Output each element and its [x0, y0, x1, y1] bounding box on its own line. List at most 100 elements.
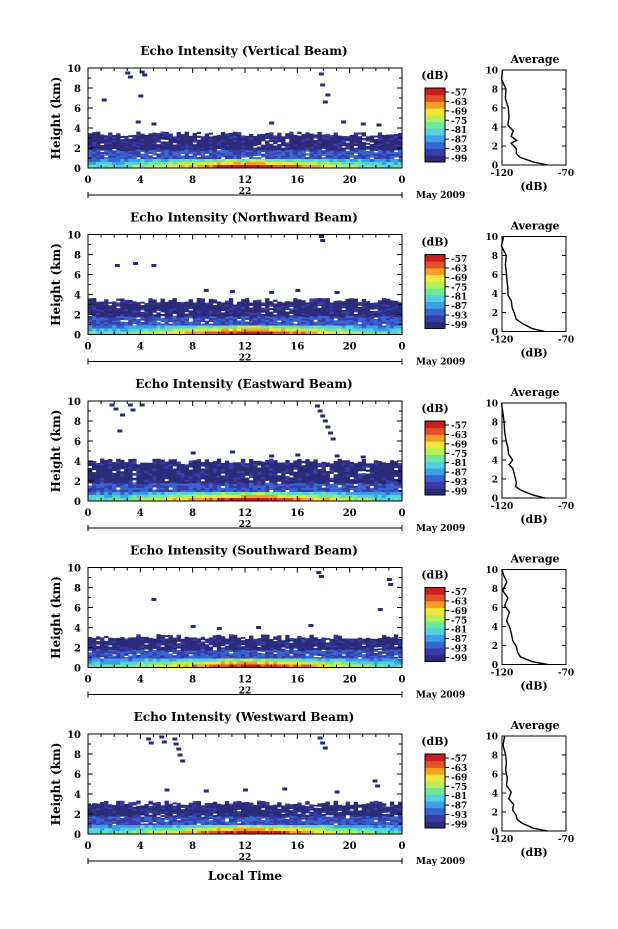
heatmap-cell: [293, 480, 298, 484]
heatmap-cell: [261, 463, 266, 467]
heatmap-cell: [337, 142, 342, 145]
heatmap-cell: [188, 137, 193, 140]
heatmap-cell: [144, 157, 149, 160]
heatmap-cell: [148, 651, 153, 653]
heatmap-cell: [200, 470, 206, 474]
heatmap-cell: [269, 463, 274, 467]
heatmap-cell: [245, 479, 250, 483]
heatmap-cell: [320, 83, 326, 87]
heatmap-cell: [108, 642, 113, 644]
heatmap-cell: [357, 325, 363, 329]
heatmap-cell: [236, 147, 242, 150]
heatmap-cell: [385, 317, 391, 321]
heatmap-cell: [277, 492, 282, 496]
heatmap-cell: [132, 656, 137, 659]
heatmap-cell: [196, 648, 202, 651]
heatmap-cell: [92, 643, 97, 646]
heatmap-cell: [176, 658, 181, 662]
heatmap-cell: [148, 664, 153, 668]
heatmap-cell: [357, 478, 363, 481]
heatmap-cell: [176, 465, 181, 469]
heatmap-cell: [220, 313, 226, 316]
heatmap-cell: [116, 651, 121, 653]
heatmap-cell: [365, 147, 371, 150]
heatmap-cell: [357, 140, 363, 143]
heatmap-cell: [196, 475, 202, 479]
heatmap-cell: [228, 489, 234, 493]
heatmap-cell: [393, 307, 399, 310]
heatmap-cell: [112, 655, 117, 658]
heatmap-cell: [349, 315, 354, 319]
heatmap-cell: [397, 146, 403, 149]
heatmap-cell: [196, 459, 202, 462]
heatmap-cell: [369, 492, 375, 496]
colorbar-swatch: [425, 94, 445, 102]
heatmap-cell: [341, 489, 346, 493]
heatmap-cell: [357, 320, 363, 323]
heatmap-cell: [116, 655, 121, 658]
heatmap-cell: [172, 162, 177, 166]
heatmap-cell: [369, 145, 375, 148]
heatmap-cell: [361, 138, 367, 141]
heatmap-cell: [120, 661, 125, 665]
heatmap-cell: [345, 325, 350, 329]
heatmap-cell: [305, 138, 310, 141]
heatmap-cell: [329, 323, 334, 326]
heatmap-cell: [317, 137, 322, 140]
heatmap-cell: [108, 305, 113, 308]
heatmap-cell: [385, 302, 391, 305]
heatmap-cell: [301, 142, 306, 145]
colorbar-swatch: [425, 308, 445, 316]
heatmap-cell: [156, 664, 161, 668]
heatmap-cell: [212, 137, 218, 140]
heatmap-cell: [385, 312, 391, 315]
heatmap-cell: [228, 464, 234, 468]
heatmap-cell: [325, 140, 330, 144]
heatmap-cell: [188, 492, 193, 496]
heatmap-cell: [277, 325, 282, 329]
heatmap-cell: [297, 461, 302, 465]
heatmap-cell: [269, 468, 274, 471]
heatmap-cell: [228, 153, 234, 156]
heatmap-cell: [124, 305, 129, 308]
heatmap-cell: [192, 650, 197, 653]
heatmap-cell: [321, 313, 326, 317]
heatmap-cell: [228, 477, 234, 480]
heatmap-cell: [236, 637, 242, 640]
heatmap-cell: [309, 317, 314, 320]
heatmap-cell: [212, 312, 218, 315]
heatmap-cell: [389, 464, 395, 468]
average-frame: [501, 236, 567, 332]
heatmap-cell: [192, 134, 197, 138]
heatmap-cell: [309, 492, 314, 496]
heatmap-cell: [192, 140, 197, 143]
heatmap-cell: [240, 640, 246, 642]
heatmap-cell: [124, 307, 129, 310]
heatmap-cell: [208, 658, 214, 662]
heatmap-cell: [200, 664, 206, 668]
heatmap-cell: [124, 139, 129, 142]
heatmap-cell: [360, 455, 366, 459]
heatmap-cell: [393, 141, 399, 144]
heatmap-cell: [273, 323, 278, 326]
heatmap-cell: [136, 322, 141, 325]
heatmap-cell: [192, 331, 197, 335]
heatmap-cell: [357, 492, 363, 496]
x-tick-label: 4: [137, 342, 144, 353]
heatmap-cell: [357, 155, 363, 158]
heatmap-cell: [108, 306, 113, 309]
heatmap-cell: [309, 313, 314, 317]
heatmap-cell: [257, 318, 262, 321]
heatmap-cell: [281, 473, 286, 476]
heatmap-cell: [108, 492, 113, 496]
heatmap-cell: [301, 309, 306, 312]
month-label: May 2009: [416, 191, 465, 201]
heatmap-cell: [196, 638, 202, 641]
heatmap-cell: [180, 495, 185, 499]
heatmap-cell: [309, 331, 314, 335]
heatmap-cell: [104, 462, 109, 465]
heatmap-cell: [349, 466, 354, 469]
heatmap-cell: [204, 312, 210, 315]
heatmap-cell: [92, 472, 97, 475]
heatmap-cell: [96, 650, 101, 653]
